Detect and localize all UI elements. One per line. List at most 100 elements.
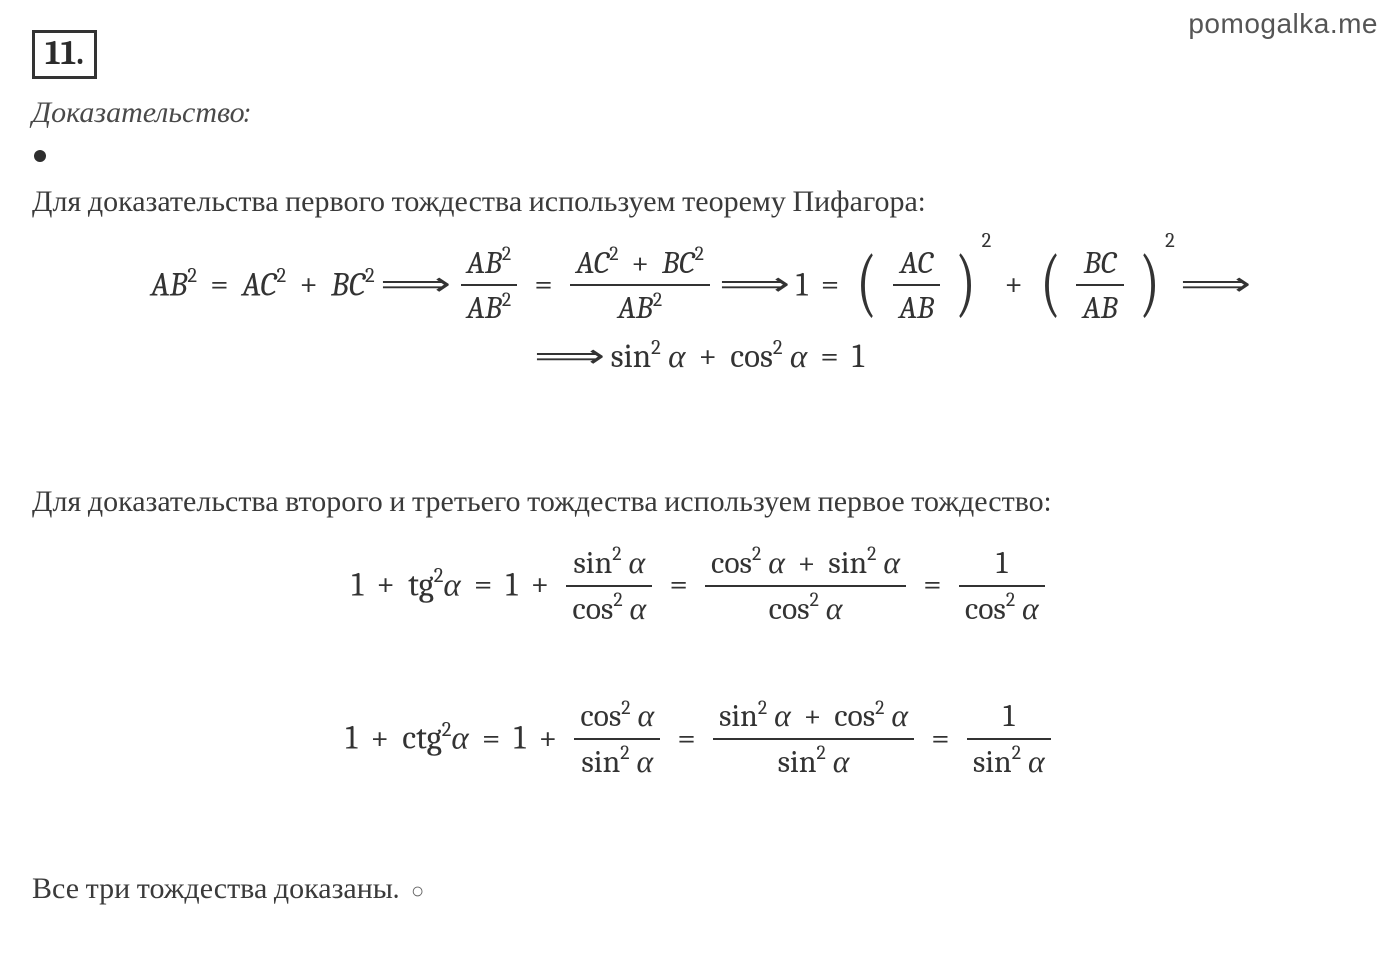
fn-ctg: ctg [402, 720, 442, 758]
var-alpha: α [891, 697, 908, 734]
fraction: 1 cos2 α [959, 543, 1045, 628]
fraction-den: sin2 α [574, 740, 660, 782]
page-root: pomogalka.me 11. Доказательство: Для док… [0, 0, 1400, 961]
fn-sin: sin [778, 743, 817, 780]
bullet-icon [34, 150, 46, 162]
big-paren: ( AC AB ) 2 [852, 245, 991, 330]
eq-sign: = [663, 566, 693, 604]
spacer [32, 400, 1368, 470]
fraction-den: AB2 [461, 286, 518, 328]
fn-sin: sin [719, 697, 758, 734]
plus-sign: + [792, 544, 822, 581]
equation-3: 1 + ctg2α = 1 + cos2 α sin2 α = sin2 α +… [345, 698, 1054, 783]
fraction-den: cos2 α [959, 587, 1045, 629]
eq-sign: = [925, 720, 955, 758]
sup-2: 2 [434, 565, 444, 588]
sup-2: 2 [277, 265, 287, 288]
var-alpha: α [883, 544, 900, 581]
plus-sign: + [365, 720, 395, 758]
eq-sign: = [204, 266, 234, 304]
eq-sign: = [814, 338, 844, 376]
var-ab: AB [467, 244, 502, 281]
var-alpha: α [451, 720, 468, 758]
fraction-num: AC [893, 243, 940, 287]
fraction: sin2 α + cos2 α sin2 α [713, 696, 914, 781]
fraction-num: 1 [967, 696, 1051, 740]
sup-2: 2 [502, 288, 511, 311]
var-alpha: α [1028, 743, 1045, 780]
fraction: 1 sin2 α [967, 696, 1051, 781]
fraction-den: sin2 α [713, 740, 914, 782]
eq-sign: = [917, 566, 947, 604]
fn-cos: cos [711, 544, 752, 581]
sup-2: 2 [620, 741, 629, 764]
implies-arrow: ⟹ [519, 336, 620, 376]
conclusion-text: Все три тождества доказаны. [32, 871, 398, 906]
eq-sign: = [815, 266, 845, 304]
fn-sin: sin [828, 544, 867, 581]
fn-tg: tg [408, 566, 434, 604]
implies-arrow: ⟹ [1165, 264, 1266, 304]
fraction-den: AB [893, 286, 940, 328]
paren-left: ( [1040, 245, 1060, 321]
const-1: 1 [351, 566, 363, 604]
watermark-text: pomogalka.me [1188, 8, 1378, 40]
sup-2: 2 [653, 288, 662, 311]
sup-2: 2 [867, 542, 876, 565]
fn-sin: sin [581, 743, 620, 780]
sup-2: 2 [609, 242, 618, 265]
plus-sign: + [533, 720, 563, 758]
sup-2: 2 [817, 741, 826, 764]
fraction-den: cos2 α [705, 587, 906, 629]
var-alpha: α [443, 566, 460, 604]
fraction: AC2 + BC2 AB2 [570, 243, 710, 328]
equation-block-2: 1 + tg2α = 1 + sin2 α cos2 α = cos2 α + … [32, 545, 1368, 630]
sup-2: 2 [758, 696, 767, 719]
conclusion: Все три тождества доказаны. ○ [32, 863, 1368, 914]
var-alpha: α [629, 544, 646, 581]
const-1: 1 [506, 566, 518, 604]
fraction: BC AB [1076, 243, 1123, 328]
fraction: cos2 α + sin2 α cos2 α [705, 543, 906, 628]
var-alpha: α [638, 697, 655, 734]
proof-label: Доказательство: [32, 95, 1368, 130]
var-alpha: α [668, 338, 685, 376]
sup-2: 2 [1165, 230, 1175, 253]
var-alpha: α [768, 544, 785, 581]
var-bc: BC [662, 244, 695, 281]
sup-2: 2 [612, 542, 621, 565]
problem-number: 11. [32, 30, 97, 79]
var-alpha: α [833, 743, 850, 780]
eq-sign: = [476, 720, 506, 758]
sup-2: 2 [982, 230, 992, 253]
sup-2: 2 [1012, 741, 1021, 764]
plus-sign: + [525, 566, 555, 604]
fraction: sin2 α cos2 α [566, 543, 652, 628]
fn-sin: sin [573, 544, 612, 581]
fraction-num: AC2 + BC2 [570, 243, 710, 287]
fraction-den: AB2 [570, 286, 710, 328]
sup-2: 2 [1006, 588, 1015, 611]
spacer [32, 807, 1368, 857]
var-ac: AC [576, 244, 609, 281]
equation-1-line-2: ⟹ sin2 α + cos2 α = 1 [536, 336, 864, 376]
sup-2: 2 [752, 542, 761, 565]
paren-right: ) [956, 245, 976, 321]
fn-sin: sin [973, 743, 1012, 780]
var-alpha: α [636, 743, 653, 780]
paren-right: ) [1139, 245, 1159, 321]
var-ab: AB [151, 266, 188, 304]
fraction-num: BC [1076, 243, 1123, 287]
fraction-den: sin2 α [967, 740, 1051, 782]
sup-2: 2 [502, 242, 511, 265]
sup-2: 2 [651, 337, 661, 360]
eq-sign: = [528, 266, 558, 304]
spacer [32, 654, 1368, 680]
plus-sign: + [693, 338, 723, 376]
fraction: AB2 AB2 [461, 243, 518, 328]
plus-sign: + [625, 244, 655, 281]
implies-arrow: ⟹ [365, 264, 466, 304]
sup-2: 2 [187, 265, 197, 288]
var-alpha: α [1022, 590, 1039, 627]
fraction-num: sin2 α + cos2 α [713, 696, 914, 740]
